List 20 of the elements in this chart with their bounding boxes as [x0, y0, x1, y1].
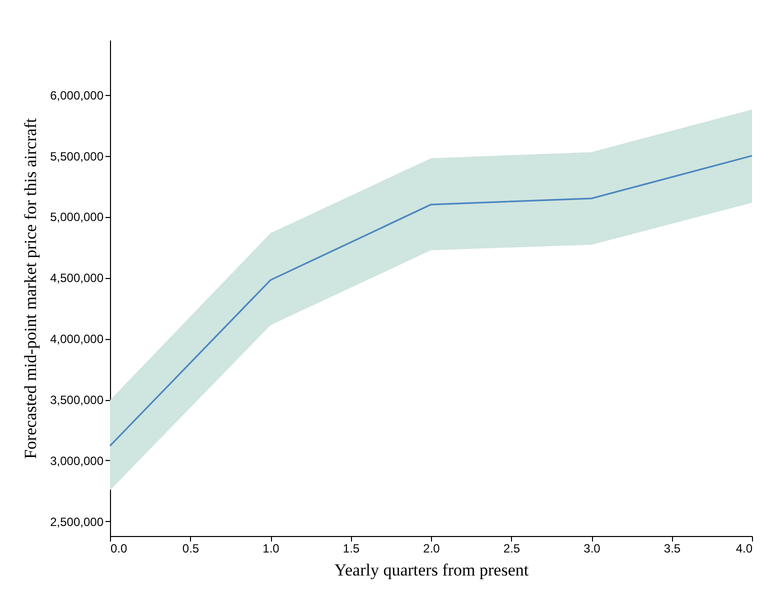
x-tick-label: 0.5 — [182, 542, 200, 556]
x-tick-label: 1.5 — [342, 542, 360, 556]
y-tick-label: 4,500,000 — [50, 271, 104, 286]
x-tick-label: 0.0 — [110, 542, 128, 556]
x-axis-title: Yearly quarters from present — [334, 560, 529, 580]
x-tick-label: 2.5 — [503, 542, 520, 556]
y-axis-title: Forecasted mid-point market price for this aircraft — [21, 118, 40, 459]
y-tick-label: 5,500,000 — [50, 149, 104, 164]
x-tick-label: 2.0 — [423, 542, 440, 556]
x-tick-label: 4.0 — [736, 542, 753, 556]
y-tick-label: 5,000,000 — [50, 210, 104, 224]
y-tick-label: 3,500,000 — [50, 393, 104, 408]
x-tick-label: 1.0 — [262, 542, 280, 556]
y-tick-label: 2,500,000 — [50, 514, 104, 529]
x-tick-label: 3.0 — [584, 542, 601, 556]
y-tick-label: 6,000,000 — [50, 88, 104, 102]
x-tick-label: 3.5 — [664, 542, 681, 556]
line-series — [109, 154, 753, 447]
y-tick-label: 3,000,000 — [50, 454, 104, 468]
y-tick-label: 4,000,000 — [50, 332, 104, 346]
